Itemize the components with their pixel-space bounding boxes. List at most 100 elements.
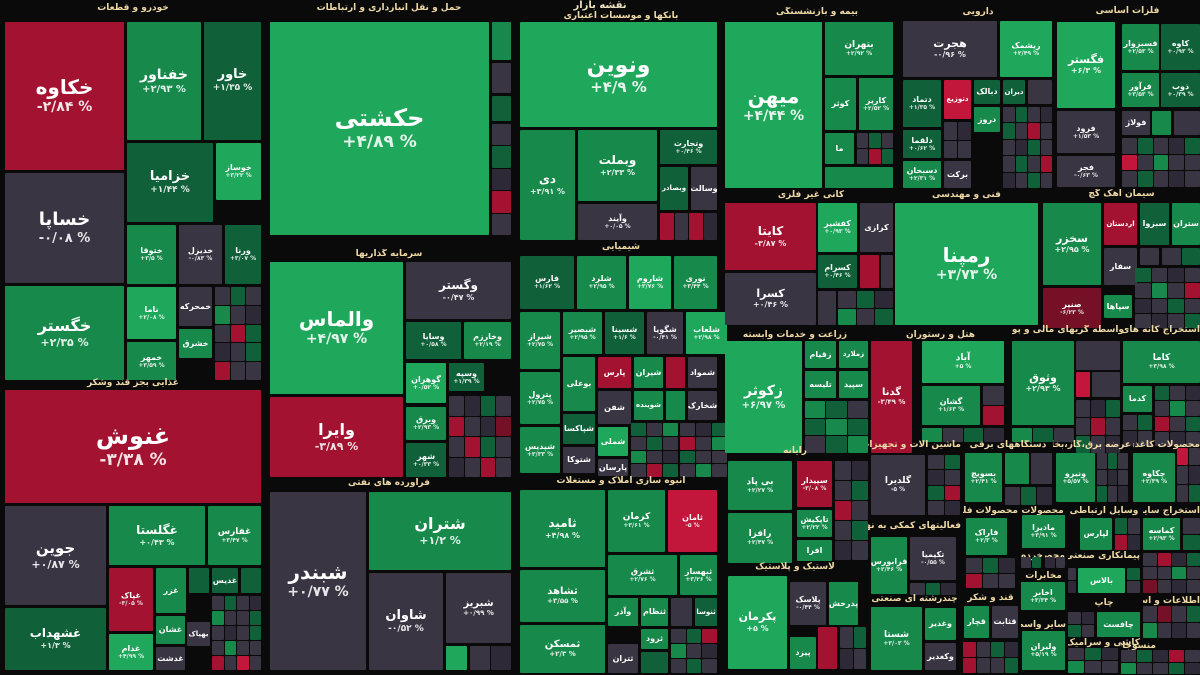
micro-stock-tile[interactable] (246, 343, 261, 362)
stock-tile[interactable]: فارس +۱/۶۲ % (520, 256, 574, 309)
micro-stock-tile[interactable] (1169, 662, 1184, 674)
stock-tile[interactable]: غفارس +۳/۴۷ % (208, 506, 261, 565)
micro-stock-tile[interactable] (689, 213, 703, 240)
micro-stock-tile[interactable] (1015, 172, 1027, 188)
stock-tile[interactable]: خفناور +۲/۹۳ % (127, 22, 201, 140)
micro-stock-tile[interactable] (1169, 650, 1184, 662)
micro-stock-tile[interactable] (1107, 469, 1118, 486)
stock-tile[interactable]: ستران (1172, 203, 1200, 245)
micro-stock-tile[interactable] (1127, 568, 1140, 580)
micro-stock-tile[interactable] (852, 481, 868, 500)
micro-stock-tile[interactable] (1045, 557, 1055, 568)
stock-tile[interactable]: بسویچ +۲/۴۱ % (965, 453, 1002, 502)
micro-stock-tile[interactable] (1185, 662, 1200, 674)
micro-stock-tile[interactable] (464, 396, 480, 416)
stock-tile[interactable]: ورنا +۳/۰۷ % (225, 225, 261, 284)
micro-stock-tile[interactable] (984, 428, 1004, 442)
micro-stock-tile[interactable] (1068, 581, 1076, 593)
micro-stock-tile[interactable] (881, 149, 893, 164)
micro-stock-tile[interactable] (703, 213, 717, 240)
stock-tile[interactable]: غگلستا +۰/۴۳ % (109, 506, 205, 565)
stock-tile[interactable]: پیزد (790, 637, 816, 669)
micro-stock-tile[interactable] (1143, 566, 1157, 580)
micro-stock-tile[interactable] (847, 436, 868, 453)
stock-tile[interactable]: کماسه +۲/۹۳ % (1143, 518, 1180, 550)
micro-stock-tile[interactable] (1003, 156, 1015, 172)
stock-tile[interactable]: ثشاهد +۳/۵۵ % (520, 570, 605, 622)
stock-tile[interactable]: غنوش -۳/۳۸ % (5, 390, 261, 503)
stock-tile[interactable] (1092, 372, 1120, 397)
micro-stock-tile[interactable] (853, 648, 866, 669)
micro-stock-tile[interactable] (496, 457, 511, 477)
micro-stock-tile[interactable] (869, 133, 881, 148)
micro-stock-tile[interactable] (1135, 283, 1151, 298)
micro-stock-tile[interactable] (958, 122, 971, 140)
micro-stock-tile[interactable] (1118, 486, 1128, 502)
micro-stock-tile[interactable] (663, 423, 679, 436)
micro-stock-tile[interactable] (835, 521, 851, 540)
stock-tile[interactable]: شهر +۰/۳۳ % (406, 443, 446, 477)
stock-tile[interactable]: رافزا +۲/۴۷ % (728, 513, 792, 563)
stock-tile[interactable] (825, 167, 893, 188)
stock-tile[interactable]: چافست (1097, 612, 1140, 637)
micro-stock-tile[interactable] (1115, 534, 1127, 550)
micro-stock-tile[interactable] (224, 641, 236, 655)
micro-stock-tile[interactable] (1157, 566, 1171, 580)
micro-stock-tile[interactable] (826, 401, 847, 418)
micro-stock-tile[interactable] (1170, 416, 1185, 431)
stock-tile[interactable]: خشرق (179, 329, 212, 358)
stock-tile[interactable] (860, 255, 879, 288)
micro-stock-tile[interactable] (1054, 428, 1074, 442)
micro-stock-tile[interactable] (826, 436, 847, 453)
stock-tile[interactable] (241, 568, 261, 593)
micro-stock-tile[interactable] (237, 626, 249, 640)
micro-stock-tile[interactable] (1028, 139, 1040, 156)
micro-stock-tile[interactable] (1021, 557, 1031, 568)
micro-stock-tile[interactable] (1122, 154, 1137, 171)
stock-tile[interactable]: ریشمک +۲/۴۹ % (1000, 21, 1052, 77)
micro-stock-tile[interactable] (1081, 625, 1094, 637)
stock-tile[interactable]: ثنظام (641, 598, 668, 626)
micro-stock-tile[interactable] (647, 436, 663, 450)
micro-stock-tile[interactable] (1003, 172, 1015, 188)
micro-stock-tile[interactable] (249, 596, 261, 610)
micro-stock-tile[interactable] (215, 343, 230, 362)
stock-tile[interactable]: پارس (598, 357, 631, 388)
stock-tile[interactable]: شتران +۱/۲ % (369, 492, 511, 570)
stock-tile[interactable]: شاروم +۳/۷۶ % (629, 256, 671, 309)
micro-stock-tile[interactable] (1012, 428, 1032, 442)
stock-tile[interactable]: شیران (634, 357, 663, 388)
micro-stock-tile[interactable] (1151, 298, 1167, 313)
stock-tile[interactable]: تلیسه (805, 371, 836, 398)
micro-stock-tile[interactable] (480, 396, 496, 416)
micro-stock-tile[interactable] (1177, 466, 1188, 484)
micro-stock-tile[interactable] (496, 416, 511, 436)
micro-stock-tile[interactable] (695, 464, 711, 477)
micro-stock-tile[interactable] (1005, 487, 1020, 505)
micro-stock-tile[interactable] (224, 656, 236, 670)
stock-tile[interactable]: گلدیرا -۵ % (871, 455, 925, 515)
micro-stock-tile[interactable] (1106, 418, 1120, 435)
micro-stock-tile[interactable] (1153, 650, 1168, 662)
stock-tile[interactable] (189, 568, 209, 593)
micro-stock-tile[interactable] (1091, 418, 1105, 435)
stock-tile[interactable]: خاور +۱/۳۵ % (204, 22, 261, 140)
micro-stock-tile[interactable] (928, 500, 944, 515)
stock-tile[interactable] (666, 391, 685, 420)
micro-stock-tile[interactable] (805, 436, 826, 453)
stock-tile[interactable]: خگستر +۲/۳۵ % (5, 286, 124, 380)
micro-stock-tile[interactable] (1068, 648, 1084, 660)
micro-stock-tile[interactable] (963, 642, 976, 657)
micro-stock-tile[interactable] (942, 428, 963, 442)
micro-stock-tile[interactable] (1153, 662, 1168, 674)
micro-stock-tile[interactable] (249, 611, 261, 625)
stock-tile[interactable]: وبرق +۲/۹۳ % (406, 407, 446, 440)
micro-stock-tile[interactable] (496, 437, 511, 457)
micro-stock-tile[interactable] (215, 287, 230, 305)
micro-stock-tile[interactable] (1172, 566, 1186, 580)
stock-tile[interactable]: وبملت +۲/۳۳ % (578, 130, 657, 201)
micro-stock-tile[interactable] (671, 629, 686, 643)
stock-tile[interactable]: پترول +۲/۷۵ % (520, 372, 560, 424)
micro-stock-tile[interactable] (840, 627, 853, 648)
stock-tile[interactable]: شتوکا (563, 447, 595, 473)
